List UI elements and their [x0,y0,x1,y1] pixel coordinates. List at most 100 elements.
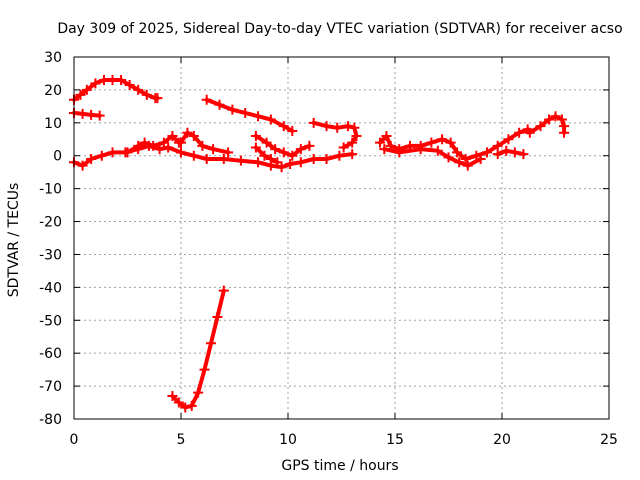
data-point [259,150,270,161]
data-point [278,121,289,132]
data-point [501,145,512,156]
data-point [86,109,97,120]
x-axis-label: GPS time / hours [281,458,398,474]
series-arc-11to13 [308,117,362,153]
data-point [173,397,184,408]
data-point [287,126,298,137]
data-point [265,114,276,125]
x-tick-label: 5 [177,432,186,448]
chart-title: Day 309 of 2025, Sidereal Day-to-day VTE… [57,21,622,37]
series-arc-12-left [69,107,105,121]
data-point [503,134,514,145]
data-point [193,387,204,398]
x-tick-label: 10 [279,432,297,448]
data-point [188,150,199,161]
x-tick-label: 0 [70,432,79,448]
y-tick-label: -70 [39,379,62,395]
data-point [176,147,186,158]
data-point [556,114,567,125]
data-point [197,140,208,151]
y-tick-label: 0 [53,149,62,165]
data-point [482,147,493,158]
data-point [158,137,169,148]
data-point [265,154,276,165]
data-point [90,78,101,89]
data-point [214,99,225,110]
data-point [475,154,486,165]
data-point [432,145,443,156]
y-tick-label: -10 [39,182,62,198]
data-point [349,122,360,133]
data-point [321,121,332,132]
data-point [454,157,465,168]
series-layer [69,75,570,413]
data-point [81,84,92,95]
data-point [270,144,281,155]
data-point [321,154,332,165]
x-tick-label: 20 [493,432,511,448]
y-tick-label: 20 [44,83,62,99]
data-point [139,137,150,148]
data-point [253,157,264,168]
data-point [509,147,520,158]
data-point [133,140,144,151]
data-point [295,157,306,168]
data-point [437,134,448,145]
data-point [218,154,229,165]
data-point [347,149,358,160]
data-point [188,130,199,141]
y-tick-label: -80 [39,412,62,428]
data-point [122,147,133,158]
data-point [375,137,386,148]
data-point [152,93,163,104]
series-arc-baseline [69,140,358,173]
data-point [285,158,296,169]
data-point [186,400,197,411]
data-point [250,142,261,153]
data-point [201,94,212,105]
data-point [379,144,390,155]
data-point [253,111,264,122]
data-point [133,84,144,95]
data-point [227,104,238,115]
y-tick-label: 30 [44,50,62,66]
data-point [116,75,127,86]
data-point [334,150,345,161]
data-point [176,137,186,148]
x-tick-label: 25 [600,432,618,448]
data-point [208,144,219,155]
data-point [218,285,229,296]
data-point [205,338,216,349]
data-point [148,140,159,151]
data-point [492,149,503,160]
data-point [98,75,109,86]
data-point [452,147,463,158]
x-tick-label: 15 [386,432,404,448]
data-point [304,140,315,151]
data-point [394,147,405,158]
data-point [518,149,529,160]
data-point [544,114,555,125]
y-tick-label: -30 [39,247,62,263]
data-point [167,130,178,141]
data-point [278,147,289,158]
data-point [426,137,437,148]
data-point [124,79,135,90]
grid [74,57,609,419]
series-arc-8to10 [250,130,315,161]
data-point [338,142,349,153]
series-arc-14to18-lower [379,144,486,171]
series-arc-negative [167,285,229,413]
data-point [180,402,191,413]
data-point [524,127,535,138]
data-point [94,110,105,121]
data-point [107,75,118,86]
data-point [347,137,358,148]
data-point [141,89,152,100]
data-point [182,127,193,138]
data-point [223,147,234,158]
y-axis-label: SDTVAR / TECUs [6,183,22,298]
series-arc-upper-left [69,75,163,105]
series-arc-8to9-dip [250,142,283,168]
